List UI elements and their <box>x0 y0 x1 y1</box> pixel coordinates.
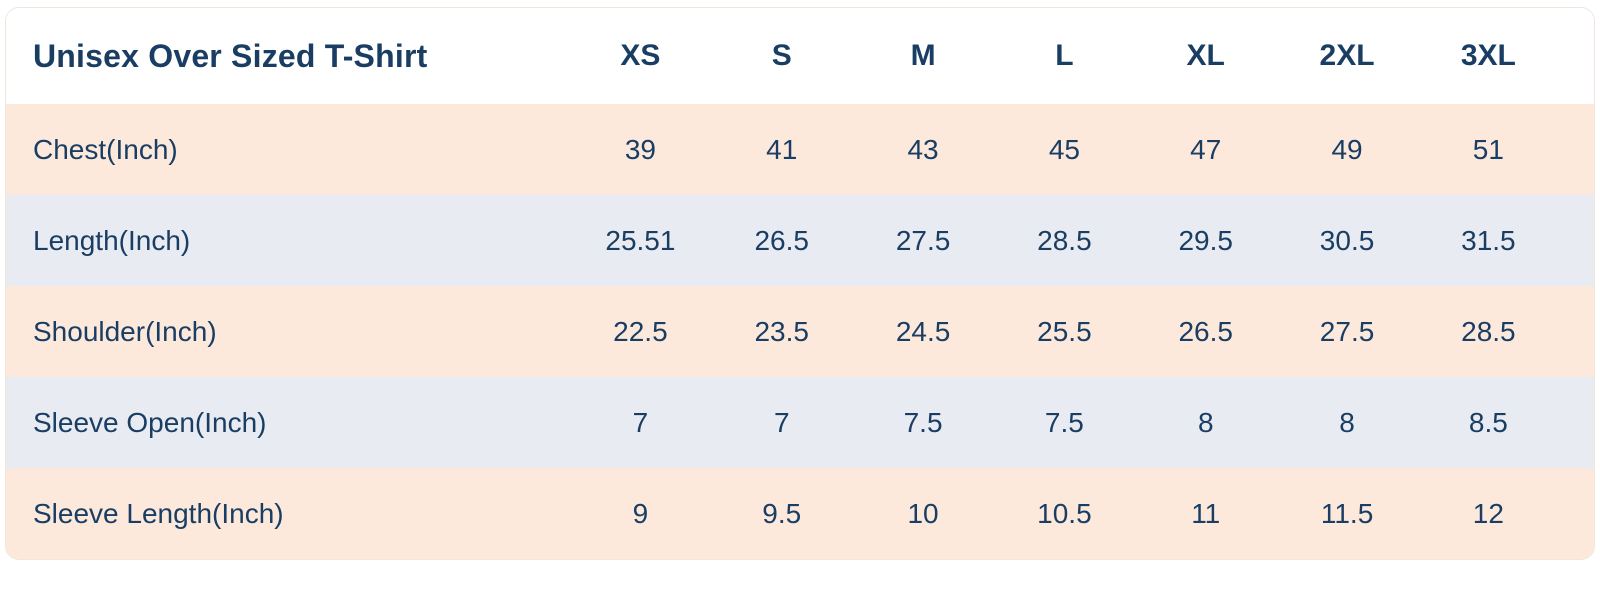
cell-chest-m: 43 <box>852 104 994 195</box>
cell-shoulder-s: 23.5 <box>711 286 853 377</box>
col-header-xs: XS <box>569 8 712 104</box>
table-row-sleeve-open: Sleeve Open(Inch) 7 7 7.5 7.5 8 8 8.5 <box>6 377 1594 468</box>
row-spacer <box>1559 286 1594 377</box>
size-chart-card: Unisex Over Sized T-Shirt XS S M L XL 2X… <box>5 7 1595 560</box>
cell-sleeve-length-xs: 9 <box>569 468 712 559</box>
table-row-length: Length(Inch) 25.51 26.5 27.5 28.5 29.5 3… <box>6 195 1594 286</box>
cell-chest-3xl: 51 <box>1417 104 1560 195</box>
col-header-m: M <box>852 8 994 104</box>
row-spacer <box>1559 468 1594 559</box>
col-header-3xl: 3XL <box>1417 8 1560 104</box>
cell-shoulder-l: 25.5 <box>993 286 1136 377</box>
cell-length-m: 27.5 <box>852 195 994 286</box>
row-spacer <box>1559 104 1594 195</box>
table-row-sleeve-length: Sleeve Length(Inch) 9 9.5 10 10.5 11 11.… <box>6 468 1594 559</box>
cell-chest-xl: 47 <box>1135 104 1277 195</box>
cell-shoulder-3xl: 28.5 <box>1417 286 1560 377</box>
cell-sleeve-open-l: 7.5 <box>993 377 1136 468</box>
cell-sleeve-length-m: 10 <box>852 468 994 559</box>
col-header-l: L <box>993 8 1136 104</box>
cell-shoulder-m: 24.5 <box>852 286 994 377</box>
cell-sleeve-length-2xl: 11.5 <box>1276 468 1418 559</box>
cell-shoulder-xl: 26.5 <box>1135 286 1277 377</box>
row-label: Chest(Inch) <box>6 104 570 195</box>
size-chart-table: Unisex Over Sized T-Shirt XS S M L XL 2X… <box>6 8 1594 559</box>
cell-length-l: 28.5 <box>993 195 1136 286</box>
cell-sleeve-open-m: 7.5 <box>852 377 994 468</box>
row-label: Shoulder(Inch) <box>6 286 570 377</box>
col-header-2xl: 2XL <box>1276 8 1418 104</box>
cell-sleeve-open-2xl: 8 <box>1276 377 1418 468</box>
chart-title: Unisex Over Sized T-Shirt <box>6 8 570 104</box>
cell-chest-2xl: 49 <box>1276 104 1418 195</box>
table-row-shoulder: Shoulder(Inch) 22.5 23.5 24.5 25.5 26.5 … <box>6 286 1594 377</box>
cell-sleeve-length-l: 10.5 <box>993 468 1136 559</box>
cell-sleeve-open-3xl: 8.5 <box>1417 377 1560 468</box>
row-label: Length(Inch) <box>6 195 570 286</box>
row-spacer <box>1559 195 1594 286</box>
cell-sleeve-open-xs: 7 <box>569 377 712 468</box>
cell-chest-s: 41 <box>711 104 853 195</box>
cell-shoulder-2xl: 27.5 <box>1276 286 1418 377</box>
cell-shoulder-xs: 22.5 <box>569 286 712 377</box>
row-label: Sleeve Open(Inch) <box>6 377 570 468</box>
cell-sleeve-length-xl: 11 <box>1135 468 1277 559</box>
cell-length-xl: 29.5 <box>1135 195 1277 286</box>
cell-length-3xl: 31.5 <box>1417 195 1560 286</box>
row-label: Sleeve Length(Inch) <box>6 468 570 559</box>
cell-sleeve-open-xl: 8 <box>1135 377 1277 468</box>
col-header-xl: XL <box>1135 8 1277 104</box>
cell-chest-l: 45 <box>993 104 1136 195</box>
header-row: Unisex Over Sized T-Shirt XS S M L XL 2X… <box>6 8 1594 104</box>
cell-sleeve-length-3xl: 12 <box>1417 468 1560 559</box>
cell-length-2xl: 30.5 <box>1276 195 1418 286</box>
row-spacer <box>1559 377 1594 468</box>
cell-chest-xs: 39 <box>569 104 712 195</box>
cell-length-s: 26.5 <box>711 195 853 286</box>
col-header-s: S <box>711 8 853 104</box>
cell-sleeve-length-s: 9.5 <box>711 468 853 559</box>
header-spacer <box>1559 8 1594 104</box>
table-row-chest: Chest(Inch) 39 41 43 45 47 49 51 <box>6 104 1594 195</box>
cell-length-xs: 25.51 <box>569 195 712 286</box>
cell-sleeve-open-s: 7 <box>711 377 853 468</box>
